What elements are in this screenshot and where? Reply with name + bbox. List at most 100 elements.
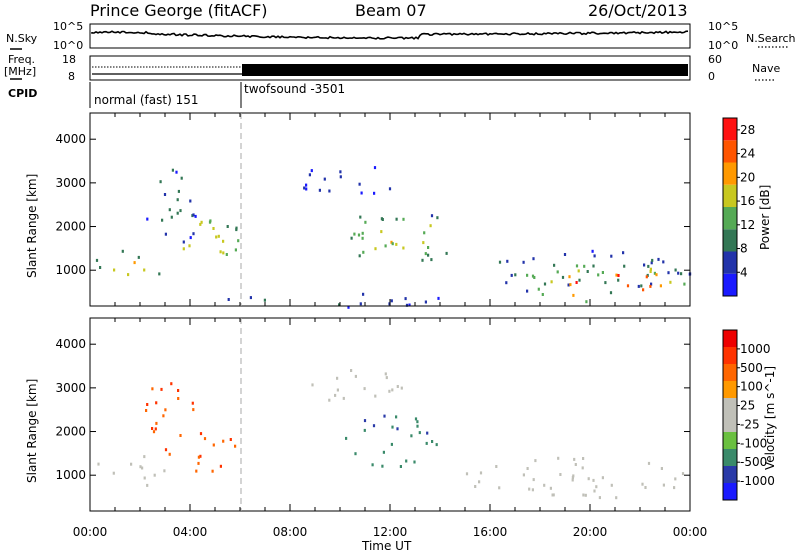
power-cell <box>361 236 364 240</box>
colorbar-swatch <box>723 347 737 364</box>
power-cell <box>237 239 240 243</box>
colorbar-swatch <box>723 466 737 483</box>
vel-cell <box>350 369 353 372</box>
power-cell <box>350 236 353 240</box>
colorbar-swatch <box>723 207 737 230</box>
vel-cell <box>582 457 585 460</box>
vel-cell <box>141 466 144 470</box>
vel-cell <box>528 487 531 491</box>
vel-cell <box>112 471 115 475</box>
power-ylabel: Slant Range [km] <box>25 174 39 278</box>
vel-cell <box>549 486 552 490</box>
power-cell <box>586 270 589 273</box>
vel-cell <box>534 459 537 463</box>
freq-label: Freq. <box>8 53 35 66</box>
vel-cell <box>336 376 339 380</box>
power-cell <box>650 282 653 286</box>
vel-cell <box>610 483 613 487</box>
power-cell <box>171 168 174 172</box>
vel-cell <box>574 463 577 466</box>
power-cell <box>360 191 363 195</box>
power-cell <box>212 227 215 230</box>
power-cell <box>637 284 640 288</box>
power-cell <box>617 274 620 277</box>
power-cell <box>164 232 167 236</box>
vel-cell <box>154 427 157 431</box>
vel-cell <box>391 388 394 392</box>
power-cell <box>209 219 212 223</box>
power-cell <box>199 222 202 226</box>
power-cell <box>323 177 326 181</box>
vel-cell <box>197 461 200 465</box>
power-cell <box>362 250 365 254</box>
power-cell <box>506 259 509 263</box>
freq-tick-top: 18 <box>62 53 76 66</box>
colorbar-tick-label: 25 <box>740 399 755 413</box>
vel-cell <box>155 421 158 425</box>
power-cell <box>537 287 540 291</box>
colorbar-tick-label: 4 <box>740 265 748 279</box>
vel-cell <box>177 389 180 392</box>
vel-cell <box>354 374 357 378</box>
power-cell <box>649 284 652 288</box>
vel-cell <box>390 442 393 446</box>
power-cell <box>514 273 517 277</box>
vel-cell <box>396 427 399 431</box>
vel-cell <box>399 465 402 468</box>
power-cell <box>390 240 393 244</box>
power-cell <box>137 255 140 259</box>
power-cell <box>146 217 149 221</box>
power-cell <box>649 267 652 271</box>
cpid-label: CPID <box>8 87 37 100</box>
vel-cell <box>647 461 651 465</box>
vel-cell <box>595 485 598 489</box>
y-tick-label: 3000 <box>55 176 86 190</box>
vel-cell <box>197 455 200 459</box>
vel-cell <box>498 486 501 490</box>
power-cell <box>227 298 230 301</box>
power-cell <box>430 258 433 262</box>
y-tick-label: 2000 <box>55 220 86 234</box>
nave-label: Nave <box>752 62 780 75</box>
power-cell <box>121 249 124 253</box>
velocity-axis-ticks: 1000 2000 3000 4000 <box>55 318 691 511</box>
vel-cell <box>405 459 408 463</box>
vel-cell <box>474 485 477 488</box>
power-cell <box>357 233 361 237</box>
vel-cell <box>164 448 168 452</box>
vel-cell <box>160 387 163 391</box>
vel-cell <box>311 383 314 387</box>
power-cell <box>543 282 547 286</box>
power-cell <box>568 275 571 279</box>
vel-cell <box>146 403 149 406</box>
power-cell <box>395 242 398 246</box>
power-cell <box>615 273 618 277</box>
power-cell <box>653 271 656 275</box>
power-cell <box>380 217 383 221</box>
vel-cell <box>581 466 584 470</box>
power-cell <box>189 236 192 240</box>
x-tick-label: 04:00 <box>173 525 208 539</box>
power-cell <box>176 198 179 202</box>
power-cell <box>405 303 409 307</box>
vel-cell <box>414 417 418 421</box>
nsky-tick-bottom: 10^0 <box>53 39 83 52</box>
vel-cell <box>532 478 535 482</box>
vel-cell <box>363 419 367 423</box>
nave-tick-bottom: 0 <box>708 70 715 83</box>
vel-cell <box>199 432 203 436</box>
nsky-label: N.Sky <box>6 32 38 45</box>
power-cell <box>647 264 650 268</box>
power-cell <box>194 214 197 218</box>
power-cell <box>575 281 578 284</box>
nsky-panel <box>89 23 691 49</box>
time-axis-labels: 00:00 04:00 08:00 12:00 16:00 20:00 00:00 <box>73 525 708 539</box>
power-cell <box>445 251 448 255</box>
power-cell <box>575 264 579 268</box>
vel-cell <box>593 489 596 493</box>
vel-cell <box>435 443 438 447</box>
power-cell <box>617 278 620 282</box>
power-cell <box>143 268 146 272</box>
power-cell <box>338 303 341 307</box>
vel-cell <box>615 496 618 500</box>
